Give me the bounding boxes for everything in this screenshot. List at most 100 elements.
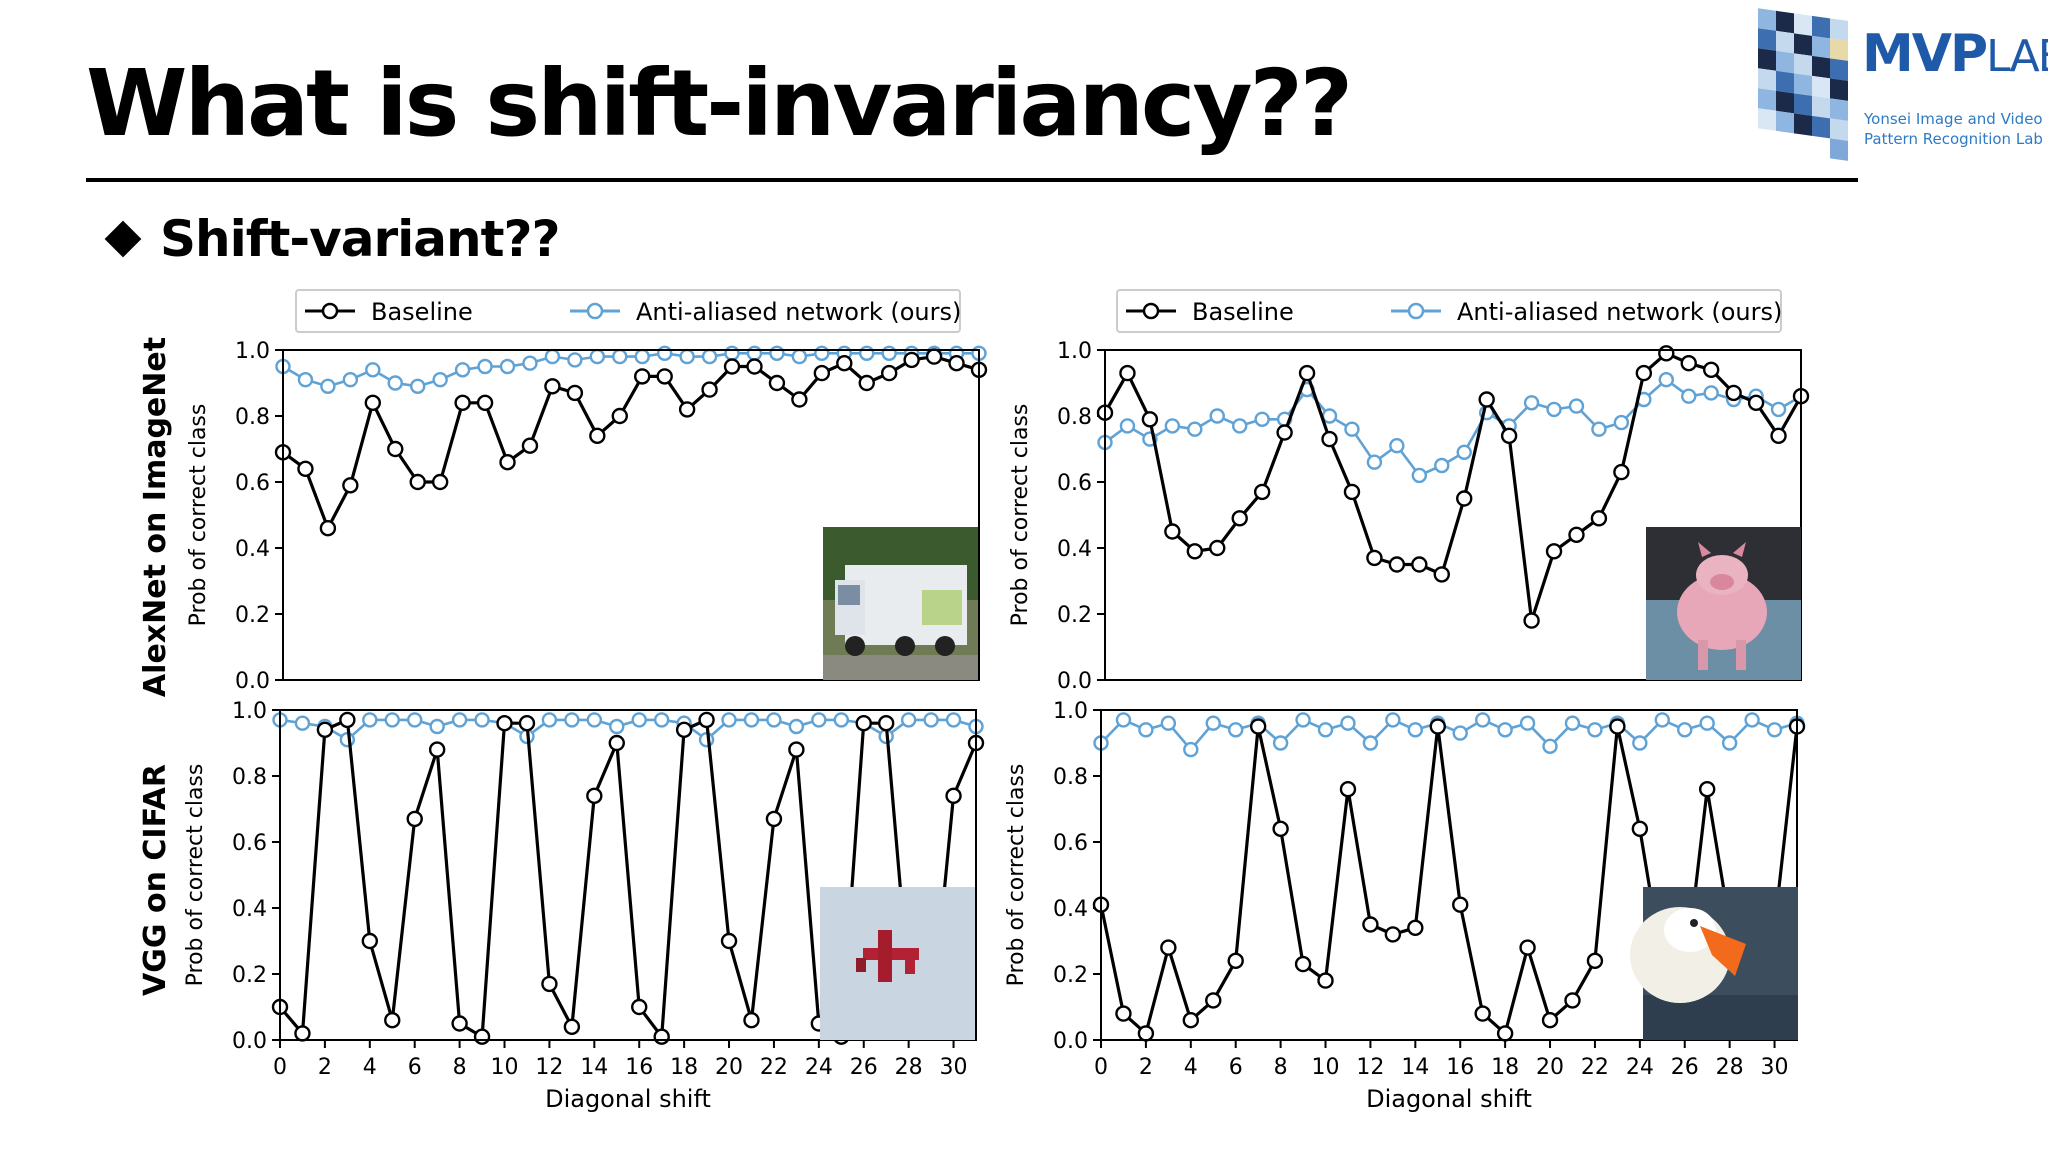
x-tick-label: 28 xyxy=(1716,1055,1744,1080)
slide-title: What is shift-invariancy?? xyxy=(86,50,1353,157)
red-airplane-photo xyxy=(820,887,975,1040)
antialiased-point xyxy=(1205,715,1221,731)
plot-frame xyxy=(282,349,980,681)
y-tick-label: 0.2 xyxy=(1053,963,1088,988)
y-tick-label: 0.8 xyxy=(1057,405,1092,430)
baseline-point xyxy=(1317,972,1334,989)
antialiased-point xyxy=(1699,715,1715,731)
baseline-point xyxy=(678,401,696,418)
antialiased-point xyxy=(609,718,625,735)
y-tick-label: 0.6 xyxy=(235,471,270,496)
baseline-point xyxy=(1747,394,1765,411)
antialiased-point xyxy=(859,345,875,361)
baseline-point xyxy=(858,374,875,392)
y-tick-label: 1.0 xyxy=(232,699,267,724)
x-tick-label: 8 xyxy=(453,1055,467,1080)
legend-right: Baseline Anti-aliased network (ours) xyxy=(1116,289,1782,333)
baseline-point xyxy=(1407,919,1424,936)
baseline-point xyxy=(518,715,536,732)
x-tick-label: 20 xyxy=(715,1055,743,1080)
antialiased-point xyxy=(1591,421,1607,437)
baseline-point xyxy=(1209,539,1226,557)
antialiased-point xyxy=(791,348,808,365)
antialiased-point xyxy=(362,712,378,728)
y-axis-label: Prob of correct class xyxy=(1008,404,1033,627)
antialiased-point xyxy=(1232,418,1248,434)
antialiased-point xyxy=(474,712,490,728)
chart-vgg-left: 0.00.20.40.60.81.00 2 4 6 8 10 12 14 16 18 20 22 24 2… xyxy=(183,699,985,1113)
antialiased-point xyxy=(1766,722,1783,738)
baseline-point xyxy=(1496,1025,1514,1042)
antialiased-point xyxy=(1546,401,1562,418)
baseline-point xyxy=(294,1025,311,1042)
antialiased-point xyxy=(1385,712,1401,728)
baseline-point xyxy=(855,715,872,732)
baseline-point xyxy=(586,787,603,804)
y-tick-label: 0.2 xyxy=(235,603,270,628)
antialiased-point xyxy=(1452,725,1468,741)
baseline-point xyxy=(339,711,356,729)
y-tick-label: 1.0 xyxy=(235,339,270,364)
baseline-point xyxy=(589,427,606,444)
antialiased-point xyxy=(1344,421,1360,437)
row-label-alexnet: AlexNet on ImageNet xyxy=(138,337,173,697)
baseline-point xyxy=(1186,543,1204,560)
antialiased-point xyxy=(1434,457,1450,474)
antialiased-point xyxy=(1654,712,1670,728)
antialiased-point xyxy=(1658,372,1674,388)
antialiased-point xyxy=(923,712,939,728)
antialiased-point xyxy=(1295,712,1311,728)
x-tick-label: 30 xyxy=(1761,1055,1789,1080)
antialiased-point xyxy=(1228,722,1244,738)
antialiased-point xyxy=(724,345,740,361)
antialiased-point xyxy=(766,712,782,728)
antialiased-point xyxy=(567,352,583,368)
antialiased-point xyxy=(1138,722,1154,738)
x-tick-label: 8 xyxy=(1274,1055,1288,1080)
plot-frame xyxy=(1100,709,1798,1041)
y-tick-label: 0.0 xyxy=(1057,669,1092,694)
antialiased-point xyxy=(342,372,359,388)
baseline-point xyxy=(566,384,584,402)
x-tick-label: 12 xyxy=(535,1055,563,1080)
antialiased-point xyxy=(1474,712,1491,728)
bullet-heading: Shift-variant?? xyxy=(160,210,561,268)
antialiased-point xyxy=(653,712,670,728)
antialiased-point xyxy=(1411,467,1428,484)
x-tick-label: 22 xyxy=(1581,1055,1609,1080)
y-tick-label: 0.4 xyxy=(232,897,267,922)
antialiased-point xyxy=(701,348,718,365)
x-tick-label: 26 xyxy=(1671,1055,1699,1080)
antialiased-point xyxy=(1523,395,1540,411)
antialiased-point xyxy=(1119,418,1136,434)
antialiased-point xyxy=(410,378,426,394)
baseline-point xyxy=(428,741,446,758)
antialiased-point xyxy=(429,718,445,735)
baseline-point xyxy=(1160,939,1177,956)
legend-left: Baseline Anti-aliased network (ours) xyxy=(295,289,961,333)
title-underline xyxy=(86,178,1858,182)
baseline-point xyxy=(675,721,693,738)
antialiased-point xyxy=(1613,414,1630,431)
legend-baseline-marker xyxy=(1142,302,1160,320)
baseline-point xyxy=(1478,391,1495,408)
y-tick-label: 1.0 xyxy=(1057,339,1092,364)
antialiased-point xyxy=(454,362,471,378)
antialiased-point xyxy=(769,345,785,361)
baseline-point xyxy=(653,1028,670,1045)
y-tick-label: 0.2 xyxy=(232,963,267,988)
antialiased-point xyxy=(365,362,381,378)
antialiased-point xyxy=(522,355,538,371)
baseline-point xyxy=(1298,364,1316,382)
baseline-point xyxy=(1141,411,1159,428)
antialiased-point xyxy=(1362,735,1379,751)
antialiased-point xyxy=(721,712,737,728)
baseline-point xyxy=(1249,718,1267,735)
baseline-point xyxy=(765,810,783,828)
baseline-point xyxy=(1276,424,1293,441)
baseline-point xyxy=(1770,427,1787,444)
baseline-point xyxy=(521,437,539,454)
baseline-point xyxy=(1272,820,1289,837)
x-tick-label: 10 xyxy=(491,1055,519,1080)
baseline-point xyxy=(1253,483,1271,501)
